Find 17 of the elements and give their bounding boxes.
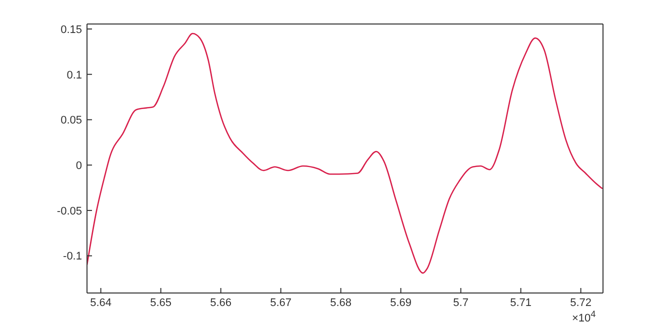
y-tick-label: 0: [76, 160, 82, 172]
x-tick-label: 5.68: [330, 296, 352, 309]
x-tick-label: 5.67: [270, 296, 292, 309]
x-tick-label: 5.65: [150, 296, 172, 309]
y-tick-label: -0.1: [63, 250, 82, 263]
y-tick-label: 0.1: [66, 69, 82, 82]
x-tick-label: 5.71: [510, 296, 532, 309]
y-tick-label: -0.05: [56, 205, 82, 218]
text: ×10$^{4}$: [572, 309, 596, 325]
x-tick-label: 5.64: [90, 296, 112, 309]
x-tick-label: 5.69: [390, 296, 412, 309]
line-series: [87, 32, 603, 274]
x-tick-label: 5.66: [210, 296, 232, 309]
y-tick-label: 0.15: [60, 24, 82, 36]
y-tick-label: 0.05: [60, 114, 82, 127]
x-tick-label: 5.7: [453, 296, 468, 309]
x-tick-label: 5.72: [570, 296, 592, 309]
